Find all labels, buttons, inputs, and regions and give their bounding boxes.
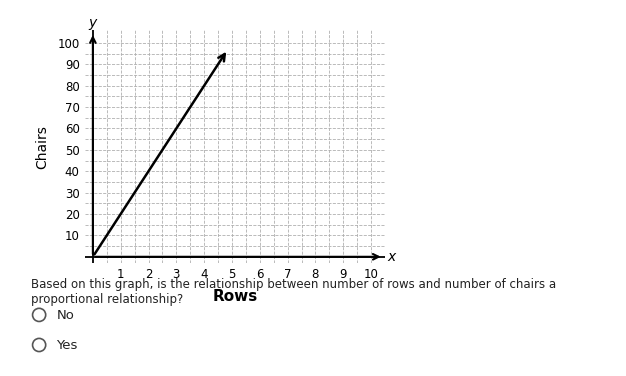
X-axis label: Rows: Rows — [212, 290, 257, 305]
Text: y: y — [89, 16, 97, 30]
Text: Yes: Yes — [56, 339, 78, 352]
Text: No: No — [56, 309, 74, 321]
Text: x: x — [387, 250, 396, 264]
Text: Based on this graph, is the relationship between number of rows and number of ch: Based on this graph, is the relationship… — [31, 278, 557, 306]
Y-axis label: Chairs: Chairs — [35, 125, 49, 168]
